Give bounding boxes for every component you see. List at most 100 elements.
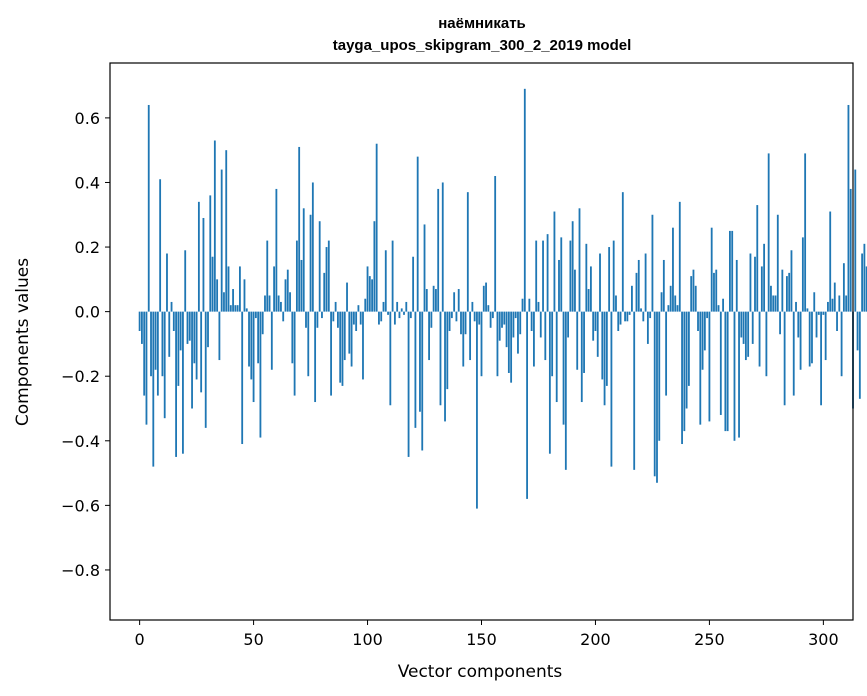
bar-210 <box>617 311 620 331</box>
bar-149 <box>478 311 481 325</box>
bar-142 <box>462 311 465 367</box>
bar-247 <box>701 311 704 370</box>
bar-211 <box>619 311 622 325</box>
bar-199 <box>592 311 595 341</box>
bar-17 <box>177 311 180 386</box>
bar-105 <box>378 311 380 325</box>
bar-224 <box>649 311 652 319</box>
bar-189 <box>569 240 572 312</box>
bar-40 <box>229 305 232 312</box>
bar-33 <box>213 140 216 312</box>
bar-200 <box>594 311 597 331</box>
bar-236 <box>676 305 679 312</box>
bar-6 <box>152 311 155 467</box>
bar-34 <box>216 279 219 312</box>
bar-192 <box>576 311 579 370</box>
bar-21 <box>186 311 189 344</box>
bar-32 <box>211 256 214 312</box>
bar-288 <box>795 301 797 312</box>
bar-248 <box>703 311 706 351</box>
bar-71 <box>300 259 303 312</box>
bar-216 <box>631 285 633 312</box>
bar-126 <box>425 289 428 312</box>
bar-18 <box>179 311 182 351</box>
bar-90 <box>343 311 346 361</box>
bar-202 <box>599 253 601 312</box>
bar-106 <box>380 311 383 322</box>
bar-122 <box>416 156 419 312</box>
bar-293 <box>806 308 809 312</box>
bar-267 <box>747 311 750 357</box>
bar-182 <box>553 211 556 312</box>
bar-256 <box>722 298 724 312</box>
bar-294 <box>808 311 811 367</box>
bar-97 <box>359 311 362 325</box>
bar-38 <box>225 150 228 312</box>
bar-141 <box>460 311 462 335</box>
bar-203 <box>601 311 604 380</box>
bar-1 <box>141 311 143 344</box>
bar-48 <box>248 311 250 367</box>
bar-237 <box>678 201 681 312</box>
bar-231 <box>665 311 668 396</box>
x-tick-label-50: 50 <box>243 630 263 649</box>
bar-63 <box>282 311 285 322</box>
bar-82 <box>325 247 328 312</box>
bar-172 <box>530 311 533 331</box>
bar-24 <box>193 311 196 364</box>
bar-269 <box>751 311 754 344</box>
bar-250 <box>708 311 711 422</box>
bar-255 <box>719 311 722 415</box>
bar-278 <box>772 295 775 312</box>
bar-80 <box>321 311 323 319</box>
bar-240 <box>685 311 688 409</box>
bar-196 <box>585 243 588 312</box>
bar-201 <box>596 311 599 357</box>
bar-15 <box>172 311 175 331</box>
bar-194 <box>580 311 583 403</box>
bar-274 <box>763 243 766 312</box>
bar-164 <box>512 311 515 338</box>
bar-251 <box>710 227 713 312</box>
bar-258 <box>726 311 729 432</box>
bar-124 <box>421 311 424 451</box>
bar-28 <box>202 217 205 312</box>
y-tick-label-1: −0.6 <box>61 496 100 515</box>
bar-221 <box>642 311 645 322</box>
y-tick-label-0: −0.8 <box>61 561 100 580</box>
bar-206 <box>608 247 611 312</box>
bar-30 <box>207 311 209 348</box>
bar-217 <box>633 311 636 470</box>
bar-148 <box>476 311 478 509</box>
bar-56 <box>266 240 269 312</box>
bar-254 <box>717 305 720 312</box>
bar-277 <box>770 285 772 312</box>
bar-145 <box>469 311 472 361</box>
bar-139 <box>455 311 458 322</box>
bar-58 <box>270 311 273 370</box>
bar-9 <box>159 179 162 312</box>
x-tick-label-150: 150 <box>466 630 497 649</box>
bar-60 <box>275 188 278 312</box>
bar-158 <box>498 311 501 341</box>
bar-188 <box>567 311 570 338</box>
bar-215 <box>628 311 631 315</box>
bar-131 <box>437 188 440 312</box>
bar-214 <box>626 311 629 322</box>
bar-235 <box>674 295 677 312</box>
bar-16 <box>175 311 177 457</box>
bar-11 <box>163 311 166 419</box>
bar-174 <box>535 240 538 312</box>
bar-118 <box>407 311 410 457</box>
bar-162 <box>507 311 510 373</box>
bar-271 <box>756 205 759 312</box>
bar-268 <box>749 253 752 312</box>
bar-119 <box>409 311 412 319</box>
bar-222 <box>644 253 647 312</box>
bar-207 <box>610 311 613 467</box>
bar-246 <box>699 311 702 425</box>
bar-260 <box>731 230 734 312</box>
bar-181 <box>551 311 554 377</box>
bar-88 <box>339 311 342 383</box>
bar-98 <box>362 311 364 380</box>
